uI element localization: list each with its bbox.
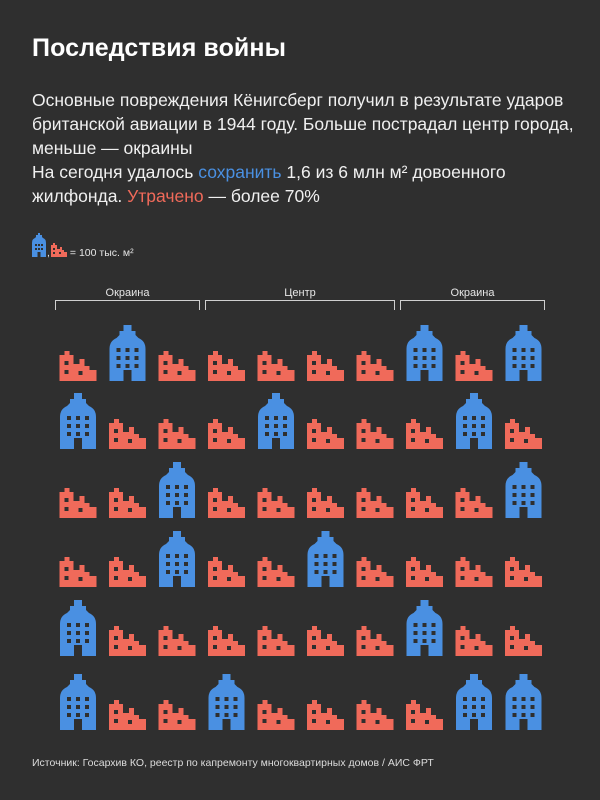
ruined-building-icon <box>307 488 344 518</box>
ruined-building-icon <box>158 351 196 381</box>
section-label-outskirts-left: Окраина <box>105 287 150 299</box>
preserved-building-icon <box>32 233 46 260</box>
ruined-building-icon <box>406 419 443 449</box>
ruined-building-icon <box>109 419 146 449</box>
ruined-building-icon <box>109 488 146 518</box>
preserved-building-icon <box>60 600 96 656</box>
ruined-building-icon <box>505 557 542 587</box>
ruined-building-icon <box>109 626 146 656</box>
ruined-building-icon <box>356 700 394 730</box>
ruined-building-icon <box>158 700 196 730</box>
legend-separator: , <box>47 247 50 259</box>
preserved-building-icon <box>406 600 443 656</box>
summary-text-2: 1,6 из 6 млн м² довоенного жилфонда. <box>32 162 506 206</box>
ruined-building-icon <box>59 351 97 381</box>
ruined-building-icon <box>455 557 493 587</box>
ruined-building-icon <box>59 488 97 518</box>
ruined-building-icon <box>307 700 344 730</box>
section-bracket-outskirts-left <box>55 300 200 310</box>
preserved-building-icon <box>406 325 443 381</box>
saved-word: сохранить <box>198 162 282 182</box>
ruined-building-icon <box>208 626 245 656</box>
preserved-building-icon <box>258 393 294 449</box>
summary-text-3: — более 70% <box>203 186 320 206</box>
ruined-building-icon <box>505 626 542 656</box>
ruined-building-icon <box>406 488 443 518</box>
summary-text-1: На сегодня удалось <box>32 162 199 182</box>
ruined-building-icon <box>505 419 542 449</box>
ruined-building-icon <box>50 243 67 260</box>
legend: , = 100 тыс. м² <box>32 233 134 260</box>
preserved-building-icon <box>456 674 492 730</box>
lost-word: Утрачено <box>127 186 204 206</box>
preserved-building-icon <box>505 674 542 730</box>
ruined-building-icon <box>356 419 394 449</box>
ruined-building-icon <box>109 700 146 730</box>
preserved-building-icon <box>159 462 195 518</box>
ruined-building-icon <box>158 419 196 449</box>
ruined-building-icon <box>257 351 295 381</box>
ruined-building-icon <box>257 488 295 518</box>
source-note: Источник: Госархив КО, реестр по капремо… <box>32 757 434 769</box>
ruined-building-icon <box>307 626 344 656</box>
ruined-building-icon <box>208 488 245 518</box>
preserved-building-icon <box>60 393 96 449</box>
intro-paragraph: Основные повреждения Кёнигсберг получил … <box>32 90 574 158</box>
ruined-building-icon <box>356 626 394 656</box>
preserved-building-icon <box>505 325 542 381</box>
ruined-building-icon <box>356 557 394 587</box>
ruined-building-icon <box>307 351 344 381</box>
section-label-outskirts-right: Окраина <box>450 287 495 299</box>
ruined-building-icon <box>257 700 295 730</box>
ruined-building-icon <box>208 419 245 449</box>
preserved-building-icon <box>159 531 195 587</box>
ruined-building-icon <box>59 557 97 587</box>
ruined-building-icon <box>208 351 245 381</box>
section-bracket-outskirts-right <box>400 300 545 310</box>
ruined-building-icon <box>406 557 443 587</box>
preserved-building-icon <box>208 674 245 730</box>
ruined-building-icon <box>356 351 394 381</box>
ruined-building-icon <box>257 557 295 587</box>
page-title: Последствия войны <box>32 34 287 62</box>
ruined-building-icon <box>109 557 146 587</box>
ruined-building-icon <box>257 626 295 656</box>
ruined-building-icon <box>307 419 344 449</box>
section-bracket-center <box>205 300 395 310</box>
ruined-building-icon <box>455 626 493 656</box>
ruined-building-icon <box>356 488 394 518</box>
ruined-building-icon <box>455 351 493 381</box>
ruined-building-icon <box>406 700 443 730</box>
preserved-building-icon <box>60 674 96 730</box>
ruined-building-icon <box>208 557 245 587</box>
summary-paragraph: На сегодня удалось сохранить 1,6 из 6 мл… <box>32 160 577 208</box>
preserved-building-icon <box>505 462 542 518</box>
preserved-building-icon <box>307 531 344 587</box>
section-label-center: Центр <box>284 287 316 299</box>
preserved-building-icon <box>109 325 146 381</box>
ruined-building-icon <box>455 488 493 518</box>
legend-text: = 100 тыс. м² <box>69 247 134 259</box>
ruined-building-icon <box>158 626 196 656</box>
preserved-building-icon <box>456 393 492 449</box>
